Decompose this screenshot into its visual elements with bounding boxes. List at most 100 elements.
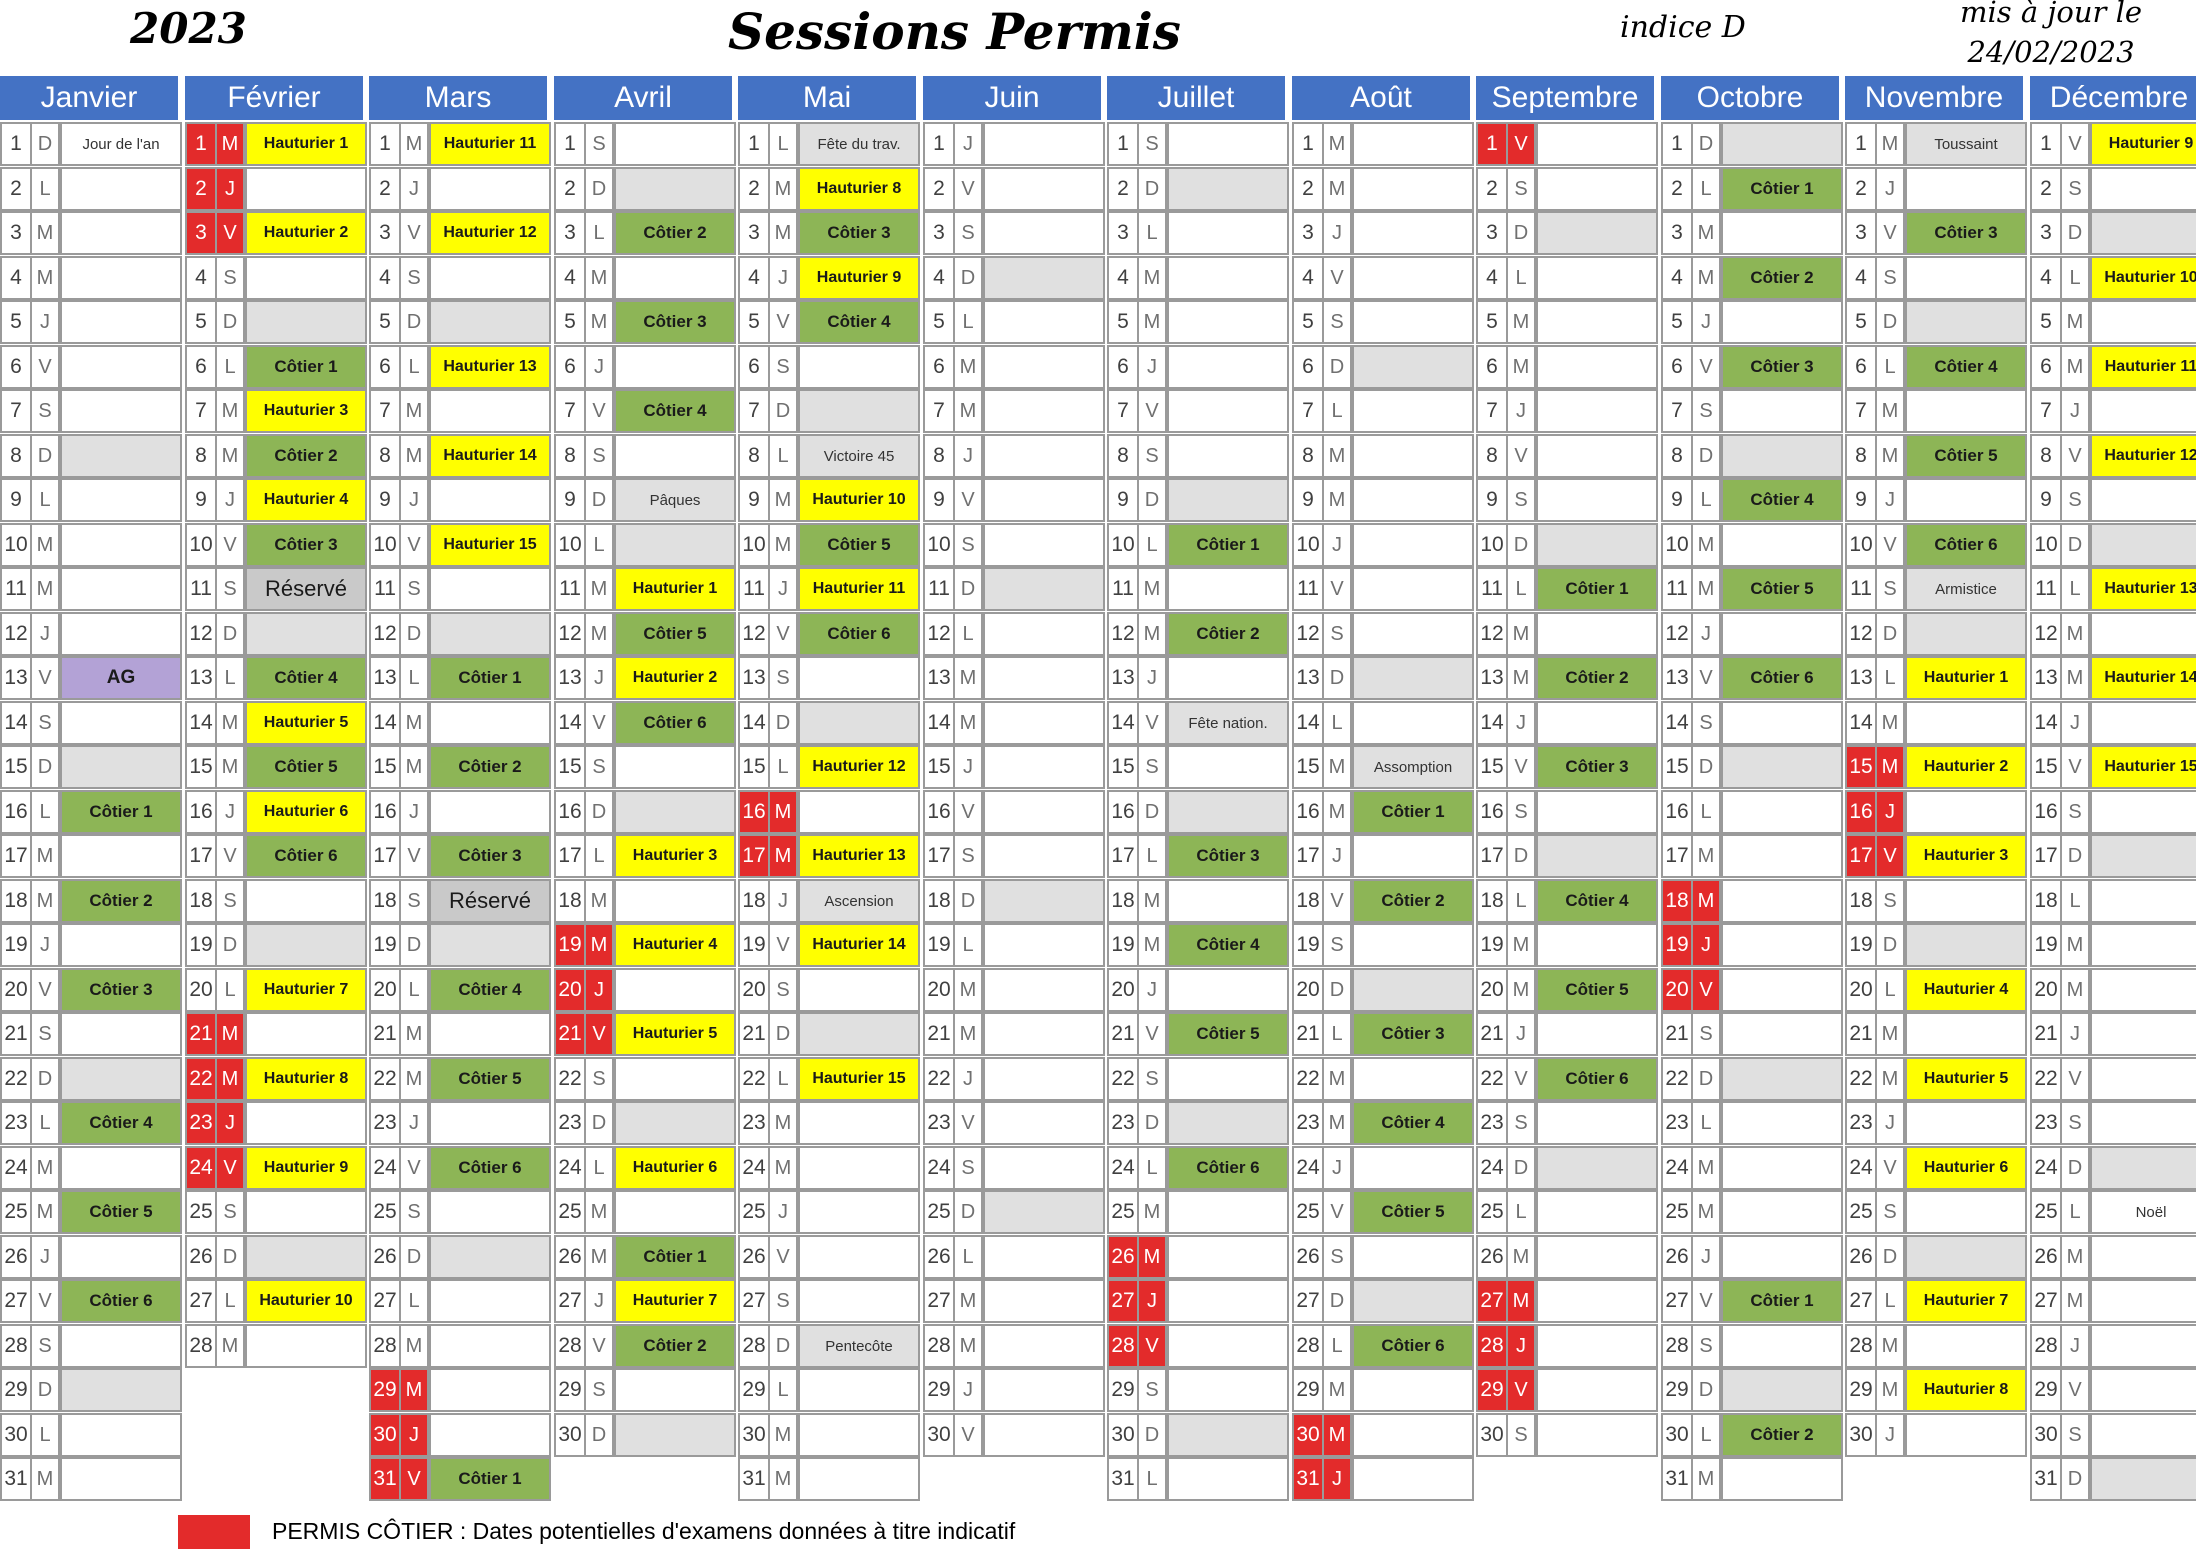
event-cell[interactable] — [1352, 523, 1474, 567]
event-cell[interactable]: Côtier 3 — [1167, 834, 1289, 878]
event-cell[interactable] — [1905, 478, 2027, 522]
event-cell[interactable]: Hauturier 14 — [2090, 656, 2196, 700]
event-cell[interactable]: Hauturier 15 — [2090, 745, 2196, 789]
event-cell[interactable] — [1352, 478, 1474, 522]
event-cell[interactable] — [1352, 923, 1474, 967]
event-cell[interactable]: Hauturier 14 — [798, 923, 920, 967]
event-cell[interactable] — [1167, 745, 1289, 789]
event-cell[interactable]: Hauturier 6 — [614, 1146, 736, 1190]
event-cell[interactable]: Côtier 3 — [60, 968, 182, 1012]
event-cell[interactable]: Côtier 6 — [1167, 1146, 1289, 1190]
event-cell[interactable] — [1352, 1279, 1474, 1323]
event-cell[interactable]: Hauturier 4 — [614, 923, 736, 967]
event-cell[interactable] — [1167, 1235, 1289, 1279]
event-cell[interactable] — [429, 478, 551, 522]
event-cell[interactable] — [983, 1368, 1105, 1412]
event-cell[interactable] — [798, 1235, 920, 1279]
event-cell[interactable] — [983, 701, 1105, 745]
event-cell[interactable]: Côtier 2 — [429, 745, 551, 789]
event-cell[interactable] — [1721, 790, 1843, 834]
event-cell[interactable] — [1352, 345, 1474, 389]
event-cell[interactable] — [1167, 300, 1289, 344]
event-cell[interactable]: Hauturier 2 — [614, 656, 736, 700]
event-cell[interactable] — [798, 1368, 920, 1412]
event-cell[interactable] — [2090, 478, 2196, 522]
event-cell[interactable]: Côtier 6 — [429, 1146, 551, 1190]
event-cell[interactable] — [1536, 1368, 1658, 1412]
event-cell[interactable] — [1721, 434, 1843, 478]
event-cell[interactable]: Hauturier 2 — [1905, 745, 2027, 789]
event-cell[interactable]: Côtier 1 — [1721, 1279, 1843, 1323]
event-cell[interactable] — [429, 167, 551, 211]
event-cell[interactable] — [1536, 523, 1658, 567]
event-cell[interactable] — [983, 1235, 1105, 1279]
event-cell[interactable] — [1536, 834, 1658, 878]
event-cell[interactable] — [1536, 434, 1658, 478]
event-cell[interactable] — [1167, 1057, 1289, 1101]
event-cell[interactable]: Côtier 5 — [429, 1057, 551, 1101]
event-cell[interactable]: Côtier 4 — [1721, 478, 1843, 522]
event-cell[interactable] — [1352, 167, 1474, 211]
event-cell[interactable] — [983, 1413, 1105, 1457]
event-cell[interactable] — [983, 656, 1105, 700]
event-cell[interactable] — [1536, 1012, 1658, 1056]
event-cell[interactable] — [1352, 1146, 1474, 1190]
event-cell[interactable]: Hauturier 9 — [798, 256, 920, 300]
event-cell[interactable]: Côtier 5 — [798, 523, 920, 567]
event-cell[interactable] — [1167, 1457, 1289, 1501]
event-cell[interactable] — [1721, 745, 1843, 789]
event-cell[interactable] — [798, 1146, 920, 1190]
event-cell[interactable] — [60, 923, 182, 967]
event-cell[interactable] — [1352, 1457, 1474, 1501]
event-cell[interactable] — [798, 1413, 920, 1457]
event-cell[interactable] — [245, 1012, 367, 1056]
event-cell[interactable] — [1536, 389, 1658, 433]
event-cell[interactable]: Côtier 6 — [1352, 1324, 1474, 1368]
event-cell[interactable]: Fête nation. — [1167, 701, 1289, 745]
event-cell[interactable] — [245, 300, 367, 344]
event-cell[interactable]: Armistice — [1905, 567, 2027, 611]
event-cell[interactable]: Côtier 6 — [60, 1279, 182, 1323]
event-cell[interactable]: Hauturier 5 — [1905, 1057, 2027, 1101]
event-cell[interactable]: Hauturier 1 — [614, 567, 736, 611]
event-cell[interactable]: Côtier 3 — [1721, 345, 1843, 389]
event-cell[interactable]: Hauturier 9 — [245, 1146, 367, 1190]
event-cell[interactable] — [1352, 567, 1474, 611]
event-cell[interactable] — [798, 701, 920, 745]
event-cell[interactable] — [798, 345, 920, 389]
event-cell[interactable] — [1167, 1324, 1289, 1368]
event-cell[interactable] — [614, 879, 736, 923]
event-cell[interactable] — [614, 1057, 736, 1101]
event-cell[interactable]: Victoire 45 — [798, 434, 920, 478]
event-cell[interactable] — [983, 300, 1105, 344]
event-cell[interactable] — [1167, 968, 1289, 1012]
event-cell[interactable] — [1167, 1368, 1289, 1412]
event-cell[interactable] — [2090, 167, 2196, 211]
event-cell[interactable] — [1352, 1057, 1474, 1101]
event-cell[interactable]: Côtier 3 — [1536, 745, 1658, 789]
event-cell[interactable] — [1167, 656, 1289, 700]
event-cell[interactable] — [983, 1012, 1105, 1056]
event-cell[interactable] — [2090, 1146, 2196, 1190]
event-cell[interactable] — [1536, 1413, 1658, 1457]
event-cell[interactable]: Côtier 5 — [1167, 1012, 1289, 1056]
event-cell[interactable] — [60, 300, 182, 344]
event-cell[interactable] — [1721, 1012, 1843, 1056]
event-cell[interactable] — [245, 1324, 367, 1368]
event-cell[interactable]: Hauturier 12 — [2090, 434, 2196, 478]
event-cell[interactable] — [429, 1324, 551, 1368]
event-cell[interactable] — [1352, 300, 1474, 344]
event-cell[interactable] — [60, 345, 182, 389]
event-cell[interactable] — [983, 834, 1105, 878]
event-cell[interactable]: Hauturier 5 — [614, 1012, 736, 1056]
event-cell[interactable]: Côtier 4 — [798, 300, 920, 344]
event-cell[interactable] — [1167, 790, 1289, 834]
event-cell[interactable] — [60, 745, 182, 789]
event-cell[interactable] — [1536, 256, 1658, 300]
event-cell[interactable] — [60, 612, 182, 656]
event-cell[interactable]: Côtier 2 — [1352, 879, 1474, 923]
event-cell[interactable] — [1167, 434, 1289, 478]
event-cell[interactable] — [1905, 1324, 2027, 1368]
event-cell[interactable] — [1536, 167, 1658, 211]
event-cell[interactable]: Côtier 1 — [429, 1457, 551, 1501]
